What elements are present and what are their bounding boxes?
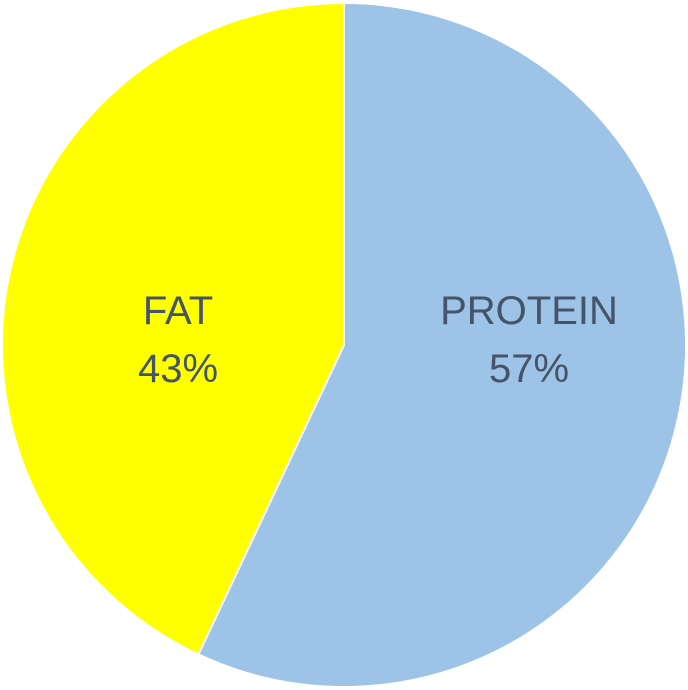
pie-slice-protein: [197, 1, 687, 688]
slice-label-fat: FAT: [143, 289, 213, 333]
pie-slice-fat: [1, 1, 345, 656]
pie-labels: PROTEIN 57% FAT 43%: [138, 289, 618, 391]
slice-value-fat: 43%: [138, 347, 218, 391]
slice-value-protein: 57%: [489, 347, 569, 391]
slice-label-protein: PROTEIN: [440, 289, 618, 333]
